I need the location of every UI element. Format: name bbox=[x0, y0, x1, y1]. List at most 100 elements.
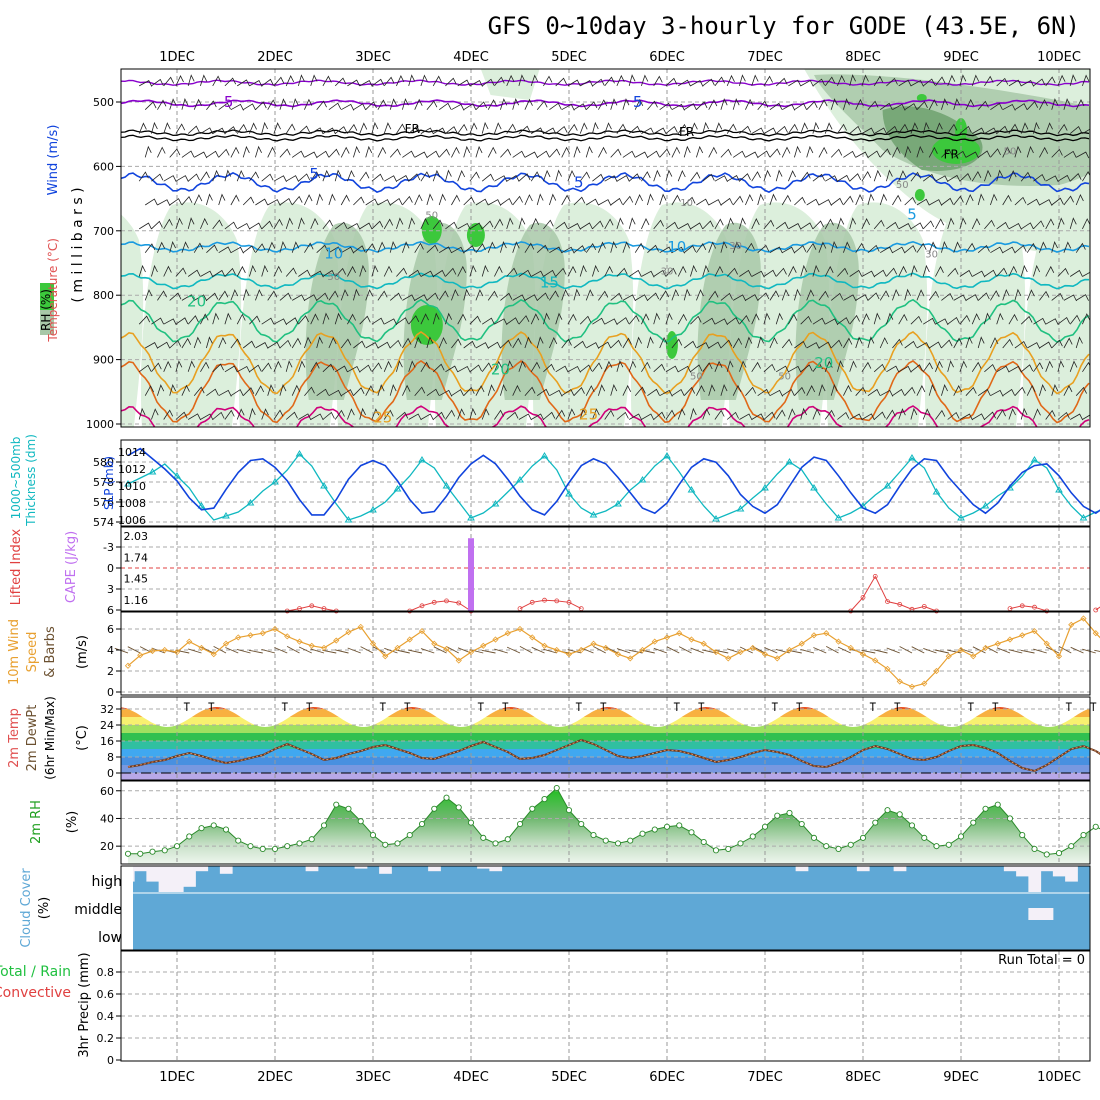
rh2m-point bbox=[161, 847, 168, 854]
upper-wind-barb bbox=[518, 360, 526, 372]
rh2m-point bbox=[504, 836, 511, 843]
upper-wind-barb bbox=[579, 364, 593, 373]
upper-wind-barb bbox=[304, 242, 314, 253]
upper-wind-barb bbox=[677, 79, 691, 87]
wind-speed-point bbox=[418, 628, 426, 635]
upper-wind-barb bbox=[1020, 315, 1033, 325]
upper-wind-barb bbox=[972, 270, 986, 278]
upper-wind-barb bbox=[622, 384, 632, 396]
panel-frame-cloud bbox=[120, 865, 1091, 951]
wind-barb bbox=[899, 646, 913, 654]
upper-wind-barb bbox=[1063, 385, 1073, 396]
upper-wind-barb bbox=[371, 121, 379, 134]
upper-wind-barb bbox=[365, 385, 375, 396]
rh2m-point bbox=[480, 834, 487, 841]
upper-wind-barb bbox=[635, 151, 649, 159]
upper-wind-barb bbox=[255, 385, 265, 396]
thickness-marker bbox=[834, 514, 843, 521]
rh2m-point bbox=[614, 840, 622, 847]
upper-wind-barb bbox=[371, 362, 382, 373]
upper-wind-barb bbox=[506, 411, 519, 420]
upper-wind-barb bbox=[328, 193, 336, 206]
upper-wind-barb bbox=[1039, 384, 1046, 396]
upper-wind-barb bbox=[426, 336, 434, 349]
wind-speed-point bbox=[835, 638, 842, 645]
upper-wind-barb bbox=[322, 75, 332, 87]
upper-wind-barb bbox=[347, 123, 358, 134]
upper-wind-barb bbox=[536, 336, 544, 349]
upper-wind-barb bbox=[794, 386, 806, 396]
upper-wind-barb bbox=[708, 384, 716, 396]
upper-wind-barb bbox=[193, 242, 204, 253]
upper-wind-barb bbox=[800, 122, 808, 134]
rh-tick-label: 40 bbox=[100, 812, 114, 825]
upper-wind-barb bbox=[788, 365, 802, 373]
upper-wind-barb bbox=[628, 360, 637, 372]
upper-wind-barb bbox=[788, 123, 799, 134]
upper-wind-barb bbox=[237, 365, 251, 373]
upper-wind-barb bbox=[365, 243, 376, 253]
upper-wind-barb bbox=[647, 292, 660, 301]
upper-wind-barb bbox=[726, 123, 737, 134]
upper-wind-barb bbox=[242, 245, 256, 254]
run-total-label: Run Total = 0 bbox=[998, 953, 1085, 968]
rh2m-point bbox=[308, 836, 315, 843]
precip-conv-label: Convective bbox=[0, 985, 71, 1001]
rh2m-point bbox=[357, 818, 364, 825]
upper-wind-barb bbox=[543, 411, 556, 420]
upper-wind-barb bbox=[310, 127, 324, 135]
upper-wind-barb bbox=[928, 341, 942, 349]
upper-wind-barb bbox=[187, 315, 199, 325]
upper-wind-barb bbox=[1014, 288, 1022, 301]
upper-wind-barb bbox=[671, 338, 683, 349]
upper-wind-barb bbox=[1039, 146, 1049, 158]
upper-wind-barb bbox=[445, 409, 456, 420]
upper-wind-barb bbox=[261, 408, 269, 420]
upper-wind-barb bbox=[187, 173, 200, 182]
upper-wind-barb bbox=[788, 79, 802, 87]
temp-max-marker bbox=[502, 702, 509, 711]
upper-wind-barb bbox=[451, 338, 462, 349]
rh-contour-label: 50 bbox=[425, 211, 438, 222]
upper-wind-barb bbox=[867, 388, 881, 397]
upper-wind-barb bbox=[230, 103, 244, 111]
rh2m-point bbox=[467, 819, 475, 826]
upper-wind-barb bbox=[592, 220, 604, 230]
upper-wind-barb bbox=[892, 146, 901, 158]
upper-wind-barb bbox=[463, 145, 471, 158]
upper-wind-barb bbox=[420, 74, 428, 87]
upper-wind-barb bbox=[157, 241, 166, 253]
upper-wind-barb bbox=[181, 241, 189, 253]
upper-wind-barb bbox=[457, 170, 466, 182]
upper-wind-barb bbox=[481, 121, 489, 134]
rh2m-point bbox=[663, 823, 671, 830]
wind-barb bbox=[911, 646, 925, 654]
upper-wind-barb bbox=[383, 122, 392, 134]
upper-wind-barb bbox=[665, 409, 676, 420]
upper-wind-barb bbox=[145, 342, 159, 349]
upper-wind-barb bbox=[837, 267, 849, 277]
upper-wind-barb bbox=[1026, 145, 1034, 158]
rh2m-point bbox=[271, 845, 279, 852]
rh-tick-label: 20 bbox=[100, 840, 114, 853]
contour-label: 20 bbox=[814, 354, 833, 372]
upper-wind-barb bbox=[322, 312, 330, 325]
upper-wind-barb bbox=[304, 151, 318, 159]
temp-max-marker bbox=[600, 702, 607, 711]
thickness-marker bbox=[810, 484, 818, 491]
upper-wind-barb bbox=[322, 219, 334, 230]
thickness-marker bbox=[148, 468, 157, 475]
wind-barb bbox=[408, 649, 423, 654]
upper-wind-barb bbox=[212, 411, 225, 420]
upper-wind-barb bbox=[622, 337, 632, 349]
wind-speed-point bbox=[798, 640, 805, 647]
contour-purple-top bbox=[121, 79, 1090, 86]
upper-wind-barb bbox=[200, 270, 214, 278]
upper-wind-barb bbox=[977, 336, 985, 349]
rh2m-point bbox=[455, 804, 462, 811]
upper-wind-barb bbox=[212, 269, 226, 277]
rh2m-point bbox=[1092, 823, 1099, 830]
upper-wind-barb bbox=[757, 292, 770, 301]
upper-wind-barb bbox=[494, 76, 505, 87]
slp-line bbox=[127, 447, 1100, 516]
